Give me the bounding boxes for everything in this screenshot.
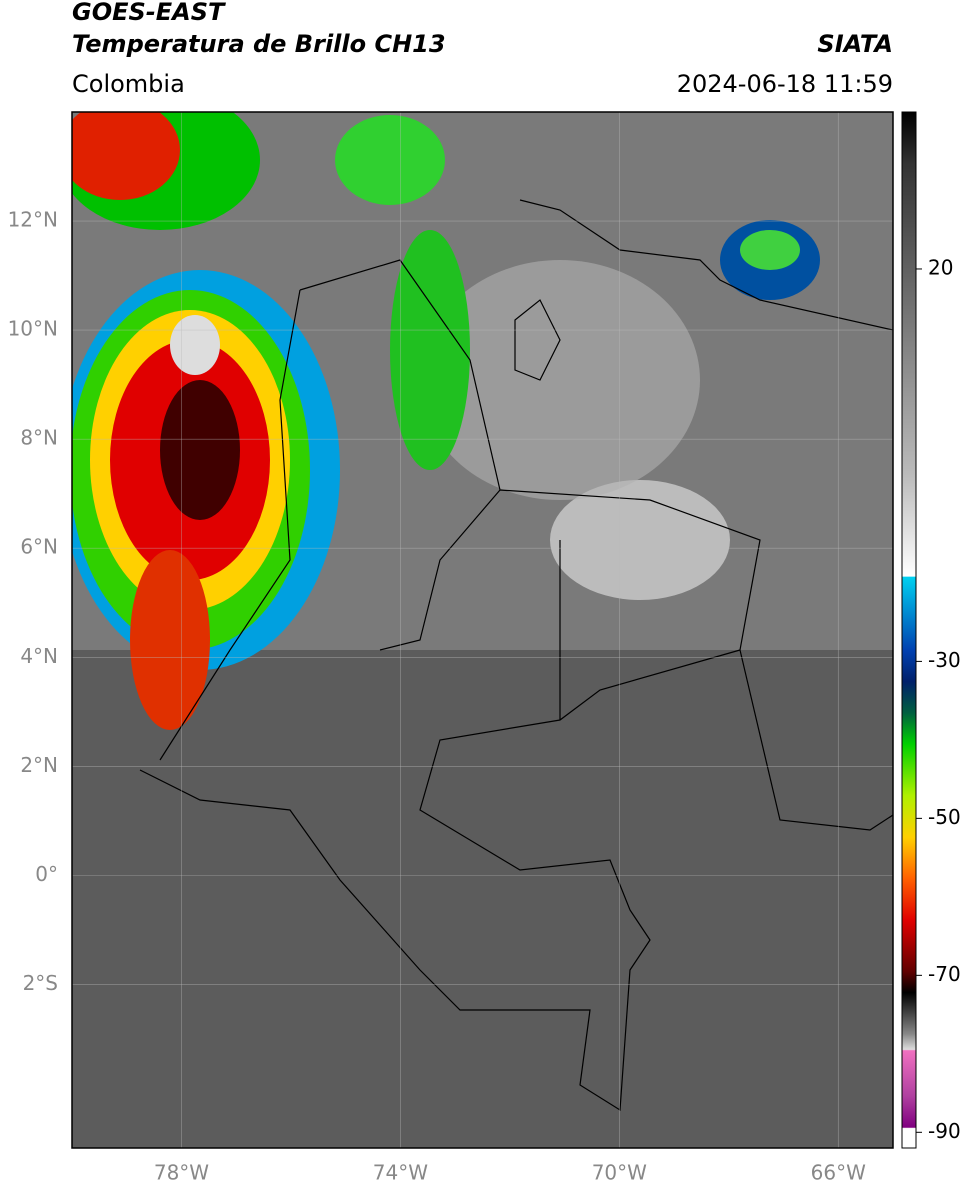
x-tick-label: 74°W xyxy=(373,1161,428,1185)
y-tick-label: 6°N xyxy=(20,535,58,559)
satellite-image xyxy=(72,112,893,1148)
subtitle: Temperatura de Brillo CH13 xyxy=(72,30,446,58)
y-tick-label: 4°N xyxy=(20,644,58,668)
colorbar-tick-label: -70 xyxy=(928,962,961,986)
map-frame xyxy=(71,111,894,1149)
region: Colombia xyxy=(72,70,185,98)
colorbar xyxy=(901,111,917,1149)
colorbar-tick-label: -30 xyxy=(928,648,961,672)
colorbar-tick-label: -90 xyxy=(928,1119,961,1143)
y-tick-label: 2°S xyxy=(23,971,58,995)
y-tick-label: 0° xyxy=(35,862,58,886)
y-tick-label: 10°N xyxy=(8,317,58,341)
datetime: 2024-06-18 11:59 xyxy=(676,70,893,98)
source: SIATA xyxy=(817,30,893,58)
y-tick-label: 2°N xyxy=(20,753,58,777)
colorbar-tick-label: -50 xyxy=(928,805,961,829)
x-tick-label: 78°W xyxy=(154,1161,209,1185)
graticule xyxy=(72,112,893,1148)
x-tick-label: 70°W xyxy=(592,1161,647,1185)
colorbar-tick-label: 20 xyxy=(928,255,953,279)
y-tick-label: 12°N xyxy=(8,208,58,232)
x-tick-label: 66°W xyxy=(811,1161,866,1185)
y-tick-label: 8°N xyxy=(20,426,58,450)
title: GOES-EAST xyxy=(72,0,225,26)
